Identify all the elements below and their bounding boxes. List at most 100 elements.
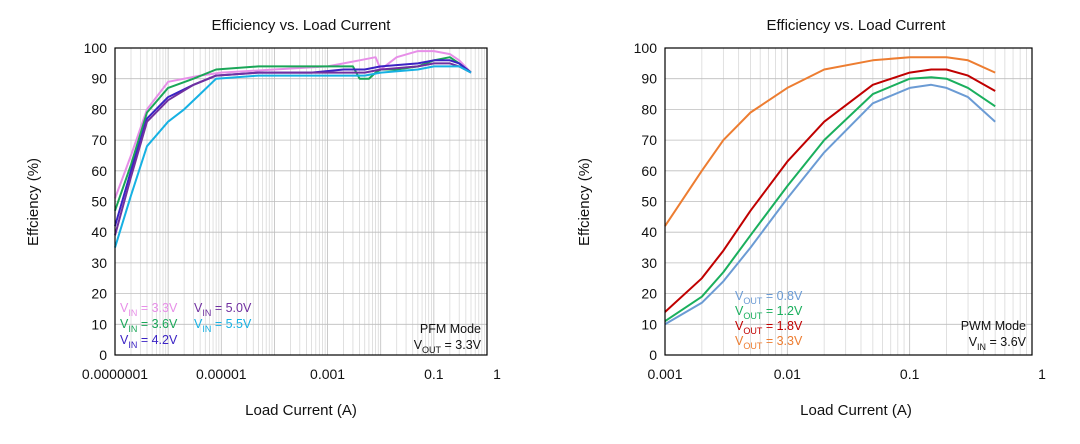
- x-tick-label: 0.001: [310, 366, 345, 382]
- legend-entry-sub: IN: [202, 308, 211, 318]
- y-tick-label: 80: [641, 101, 657, 117]
- x-tick-labels: 0.0000001 0.00001 0.001 0.1 1: [82, 366, 501, 382]
- legend-entry-main: V: [735, 334, 744, 348]
- series-line: [664, 68, 996, 313]
- series-lines: [664, 56, 996, 326]
- condition-value: = 3.3V: [441, 338, 482, 352]
- y-tick-label: 80: [91, 101, 107, 117]
- x-axis-label: Load Current (A): [800, 402, 912, 419]
- mode-annotation: PWM Mode VIN = 3.6V: [961, 319, 1027, 352]
- legend-entry-sub: IN: [128, 308, 137, 318]
- x-tick-label: 1: [493, 366, 501, 382]
- series-line: [114, 50, 472, 199]
- legend-entry-sub: IN: [128, 324, 137, 334]
- legend-entry: VIN = 5.0V: [194, 301, 252, 318]
- x-tick-labels: 0.001 0.01 0.1 1: [647, 366, 1046, 382]
- y-tick-label: 20: [91, 286, 107, 302]
- legend-entry-main: V: [735, 319, 744, 333]
- y-tick-label: 10: [91, 316, 107, 332]
- y-tick-label: 0: [99, 347, 107, 363]
- x-tick-label: 0.001: [647, 366, 682, 382]
- legend-entry-main: V: [735, 304, 744, 318]
- y-tick-label: 90: [641, 71, 657, 87]
- legend-entry-main: V: [194, 317, 203, 331]
- legend-entry-value: = 4.2V: [137, 333, 178, 347]
- y-tick-label: 30: [91, 255, 107, 271]
- legend-entry-main: V: [120, 317, 129, 331]
- x-tick-label: 0.01: [774, 366, 801, 382]
- legend-entry-sub: OUT: [743, 341, 763, 351]
- series-line: [114, 65, 472, 248]
- y-tick-labels: 0 10 20 30 40 50 60 70 80 90 100: [84, 40, 108, 363]
- series-line: [664, 56, 996, 227]
- x-tick-label: 0.0000001: [82, 366, 148, 382]
- legend-entry: VIN = 3.3V: [120, 301, 178, 318]
- legend-entry: VOUT = 3.3V: [735, 334, 803, 351]
- series-line: [114, 62, 472, 236]
- legend-entry-value: = 1.2V: [762, 304, 803, 318]
- series-lines: [114, 50, 472, 248]
- legend-entry-main: V: [194, 301, 203, 315]
- legend-entry-value: = 3.3V: [137, 301, 178, 315]
- y-tick-label: 50: [91, 194, 107, 210]
- legend-entry: VOUT = 1.8V: [735, 319, 803, 336]
- y-tick-label: 30: [641, 255, 657, 271]
- x-tick-label: 0.1: [424, 366, 444, 382]
- series-line: [114, 59, 472, 227]
- legend-entry: VIN = 4.2V: [120, 333, 178, 350]
- legend-entry: VIN = 3.6V: [120, 317, 178, 334]
- chart-title: Efficiency vs. Load Current: [212, 17, 392, 34]
- chart-pfm: Efficiency vs. Load Current Load Current…: [25, 17, 501, 419]
- mode-annotation: PFM Mode VOUT = 3.3V: [414, 322, 482, 355]
- condition-label: VOUT = 3.3V: [414, 338, 482, 355]
- y-tick-label: 40: [641, 224, 657, 240]
- legend-entry: VOUT = 1.2V: [735, 304, 803, 321]
- y-tick-labels: 0 10 20 30 40 50 60 70 80 90 100: [634, 40, 658, 363]
- plot-frame: [664, 47, 1033, 356]
- y-tick-label: 90: [91, 71, 107, 87]
- x-tick-label: 0.00001: [196, 366, 247, 382]
- legend-entry: VIN = 5.5V: [194, 317, 252, 334]
- gridlines: [665, 48, 1032, 355]
- legend-entry-value: = 1.8V: [762, 319, 803, 333]
- condition-sub: IN: [977, 342, 986, 352]
- y-tick-label: 10: [641, 316, 657, 332]
- legend-entry-value: = 0.8V: [762, 289, 803, 303]
- legend-entry-value: = 3.3V: [762, 334, 803, 348]
- y-tick-label: 100: [84, 40, 108, 56]
- mode-label: PWM Mode: [961, 319, 1026, 333]
- x-tick-label: 0.1: [900, 366, 920, 382]
- series-line: [664, 76, 996, 323]
- legend-entry-sub: OUT: [743, 311, 763, 321]
- legend-entry-sub: OUT: [743, 326, 763, 336]
- series-line: [664, 83, 996, 326]
- condition-label: VIN = 3.6V: [969, 335, 1027, 352]
- legend-entry-main: V: [120, 301, 129, 315]
- y-tick-label: 100: [634, 40, 658, 56]
- gridlines: [115, 48, 487, 355]
- y-tick-label: 60: [641, 163, 657, 179]
- legend-entry: VOUT = 0.8V: [735, 289, 803, 306]
- condition-sub: OUT: [422, 345, 442, 355]
- legend-entry-main: V: [120, 333, 129, 347]
- y-tick-label: 20: [641, 286, 657, 302]
- legend-entry-value: = 3.6V: [137, 317, 178, 331]
- chart-pwm: Efficiency vs. Load Current Load Current…: [576, 17, 1046, 419]
- y-tick-label: 40: [91, 224, 107, 240]
- y-tick-label: 70: [641, 132, 657, 148]
- legend-entry-sub: IN: [202, 324, 211, 334]
- y-tick-label: 60: [91, 163, 107, 179]
- legend-entry-value: = 5.0V: [211, 301, 252, 315]
- condition-main: V: [414, 338, 423, 352]
- y-axis-label: Effciency (%): [576, 158, 593, 246]
- y-tick-label: 70: [91, 132, 107, 148]
- x-axis-label: Load Current (A): [245, 402, 357, 419]
- legend-entry-sub: IN: [128, 340, 137, 350]
- mode-label: PFM Mode: [420, 322, 481, 336]
- legend-entry-sub: OUT: [743, 296, 763, 306]
- condition-value: = 3.6V: [986, 335, 1027, 349]
